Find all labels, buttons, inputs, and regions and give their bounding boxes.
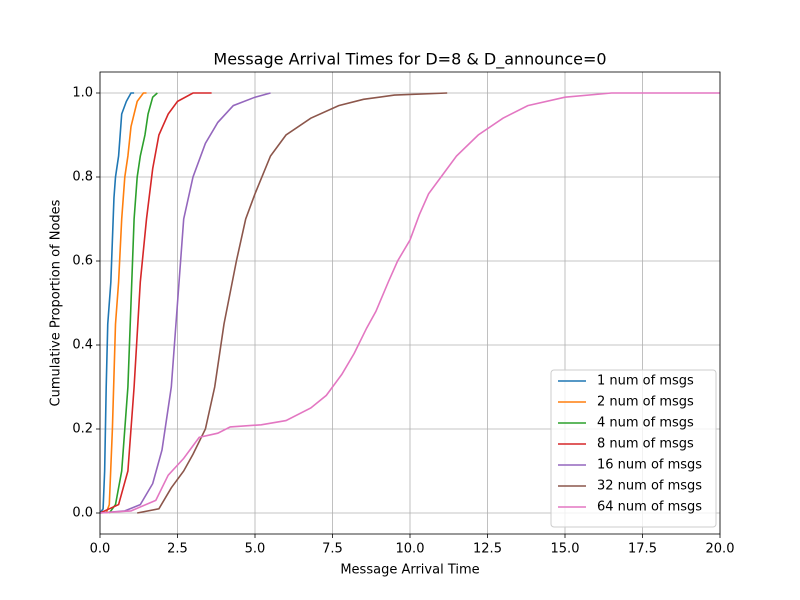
x-tick-label: 5.0 — [245, 542, 266, 557]
series-line — [99, 92, 271, 514]
y-tick-label: 0.4 — [72, 338, 93, 353]
y-tick-label: 0.0 — [72, 506, 93, 521]
series-line — [137, 92, 448, 514]
x-tick-label: 7.5 — [322, 542, 343, 557]
x-tick-label: 17.5 — [628, 542, 657, 557]
x-axis-label: Message Arrival Time — [340, 563, 479, 578]
y-axis-label: Cumulative Proportion of Nodes — [49, 199, 64, 406]
series-line — [99, 92, 720, 514]
x-tick-label: 12.5 — [473, 542, 502, 557]
legend: 1 num of msgs 2 num of msgs 4 num of msgs 8… — [550, 369, 717, 528]
legend-label: 8 num of msgs — [597, 437, 694, 452]
y-tick-label: 0.2 — [72, 422, 93, 437]
legend-label: 1 num of msgs — [597, 374, 694, 389]
series-line — [108, 92, 158, 514]
x-tick-label: 2.5 — [167, 542, 188, 557]
legend-label: 2 num of msgs — [597, 395, 694, 410]
y-tick-label: 0.8 — [72, 170, 93, 185]
y-tick-label: 0.6 — [72, 254, 93, 269]
y-tick-label: 1.0 — [72, 86, 93, 101]
series-line — [99, 92, 212, 514]
series-line — [99, 92, 135, 514]
chart-title: Message Arrival Times for D=8 & D_announ… — [213, 50, 606, 70]
legend-label: 4 num of msgs — [597, 416, 694, 431]
x-tick-label: 15.0 — [551, 542, 580, 557]
x-tick-label: 0.0 — [90, 542, 111, 557]
series-line — [105, 92, 147, 514]
x-tick-label: 10.0 — [396, 542, 425, 557]
legend-label: 32 num of msgs — [597, 479, 702, 494]
x-tick-label: 20.0 — [706, 542, 735, 557]
lines — [99, 92, 720, 514]
legend-box — [550, 369, 717, 528]
legend-label: 64 num of msgs — [597, 500, 702, 515]
legend-label: 16 num of msgs — [597, 458, 702, 473]
